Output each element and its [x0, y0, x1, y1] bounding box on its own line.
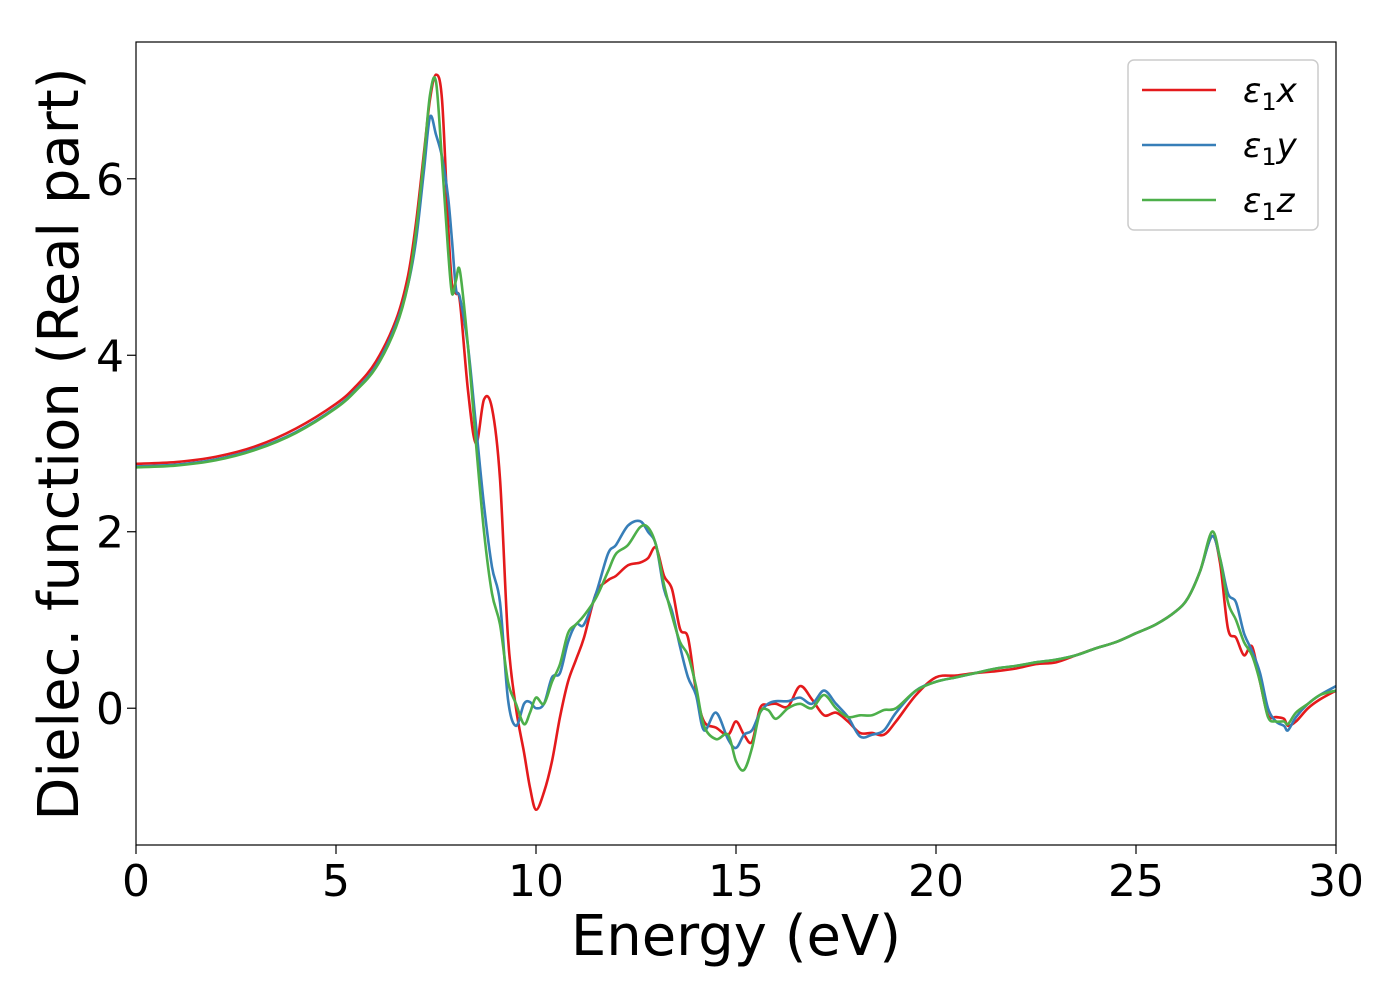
series-layer — [135, 73, 1337, 811]
legend-label-symbol: ε — [1243, 126, 1261, 166]
x-tick-label: 10 — [508, 856, 564, 907]
legend-label-symbol: ε — [1243, 181, 1261, 221]
legend-label: ε1z — [1243, 181, 1296, 226]
y-tick-label: 4 — [96, 331, 124, 382]
x-tick-label: 0 — [122, 856, 150, 907]
legend-label: ε1y — [1243, 126, 1298, 171]
x-axis-ticks: 0 5 10 15 20 25 30 — [122, 845, 1364, 907]
legend-label-component: x — [1276, 71, 1298, 111]
legend-label-symbol: ε — [1243, 71, 1261, 111]
legend-label-subscript: 1 — [1261, 88, 1276, 116]
legend-label: ε1x — [1243, 71, 1298, 116]
legend-label-subscript: 1 — [1261, 198, 1276, 226]
x-axis-title: Energy (eV) — [571, 904, 901, 969]
legend-box — [1127, 59, 1319, 231]
legend-label-component: y — [1276, 126, 1298, 166]
legend-label-subscript: 1 — [1261, 143, 1276, 171]
y-tick-label: 2 — [96, 508, 124, 559]
y-tick-label: 0 — [96, 684, 124, 735]
y-axis-ticks: 0 2 4 6 — [96, 155, 136, 735]
x-tick-label: 20 — [908, 856, 964, 907]
x-tick-label: 15 — [708, 856, 764, 907]
series-line-1z-2 — [135, 76, 1337, 772]
y-axis-title: Dielec. function (Real part) — [27, 67, 92, 820]
x-tick-label: 30 — [1308, 856, 1364, 907]
legend-label-component: z — [1276, 181, 1296, 221]
x-tick-label: 25 — [1108, 856, 1164, 907]
y-tick-label: 6 — [96, 155, 124, 206]
x-tick-label: 5 — [322, 856, 350, 907]
